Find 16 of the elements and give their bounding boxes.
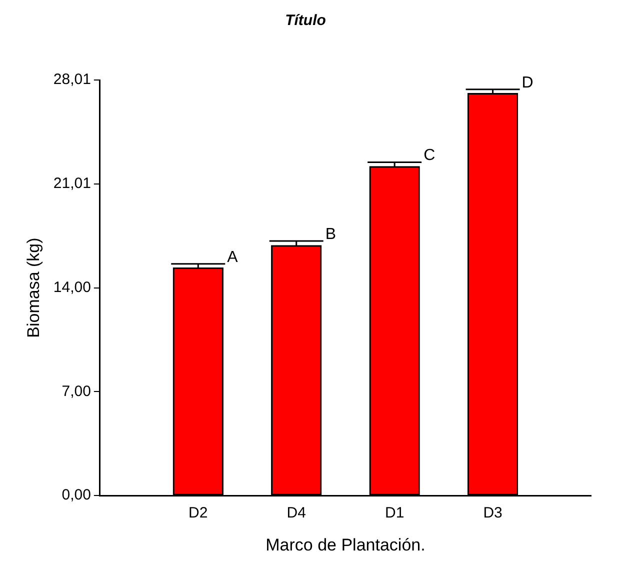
x-tick-label: D1 xyxy=(384,504,404,522)
annotation: B xyxy=(325,226,336,243)
y-tick-label: 7,00 xyxy=(62,382,91,400)
x-axis-title: Marco de Plantación. xyxy=(266,535,426,554)
chart-title: Título xyxy=(285,12,326,30)
y-axis-title: Biomasa (kg) xyxy=(24,238,43,338)
annotation: D xyxy=(522,74,534,92)
y-tick-label: 14,00 xyxy=(53,279,91,296)
x-tick-label: D3 xyxy=(483,504,502,522)
y-tick-label: 28,01 xyxy=(53,71,91,88)
annotation: C xyxy=(424,147,436,164)
y-tick-label: 0,00 xyxy=(62,486,91,504)
x-tick-label: D4 xyxy=(286,504,306,522)
x-tick-label: D2 xyxy=(188,504,208,522)
y-tick-label: 21,01 xyxy=(53,175,91,192)
annotation: A xyxy=(227,248,238,266)
